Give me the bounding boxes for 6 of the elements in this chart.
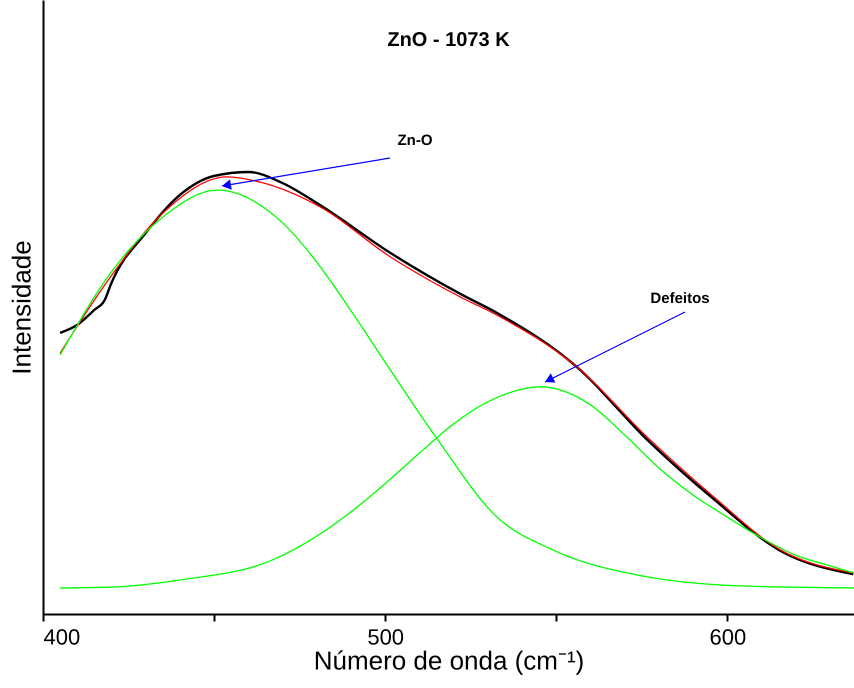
x-tick-label: 600 [710, 624, 746, 650]
chart-title: ZnO - 1073 K [387, 29, 510, 51]
x-tick-label: 400 [44, 624, 80, 650]
text: Zn-O [398, 132, 433, 149]
y-axis-title: Intensidade [6, 240, 36, 375]
annotation: Defeitos [650, 290, 710, 307]
